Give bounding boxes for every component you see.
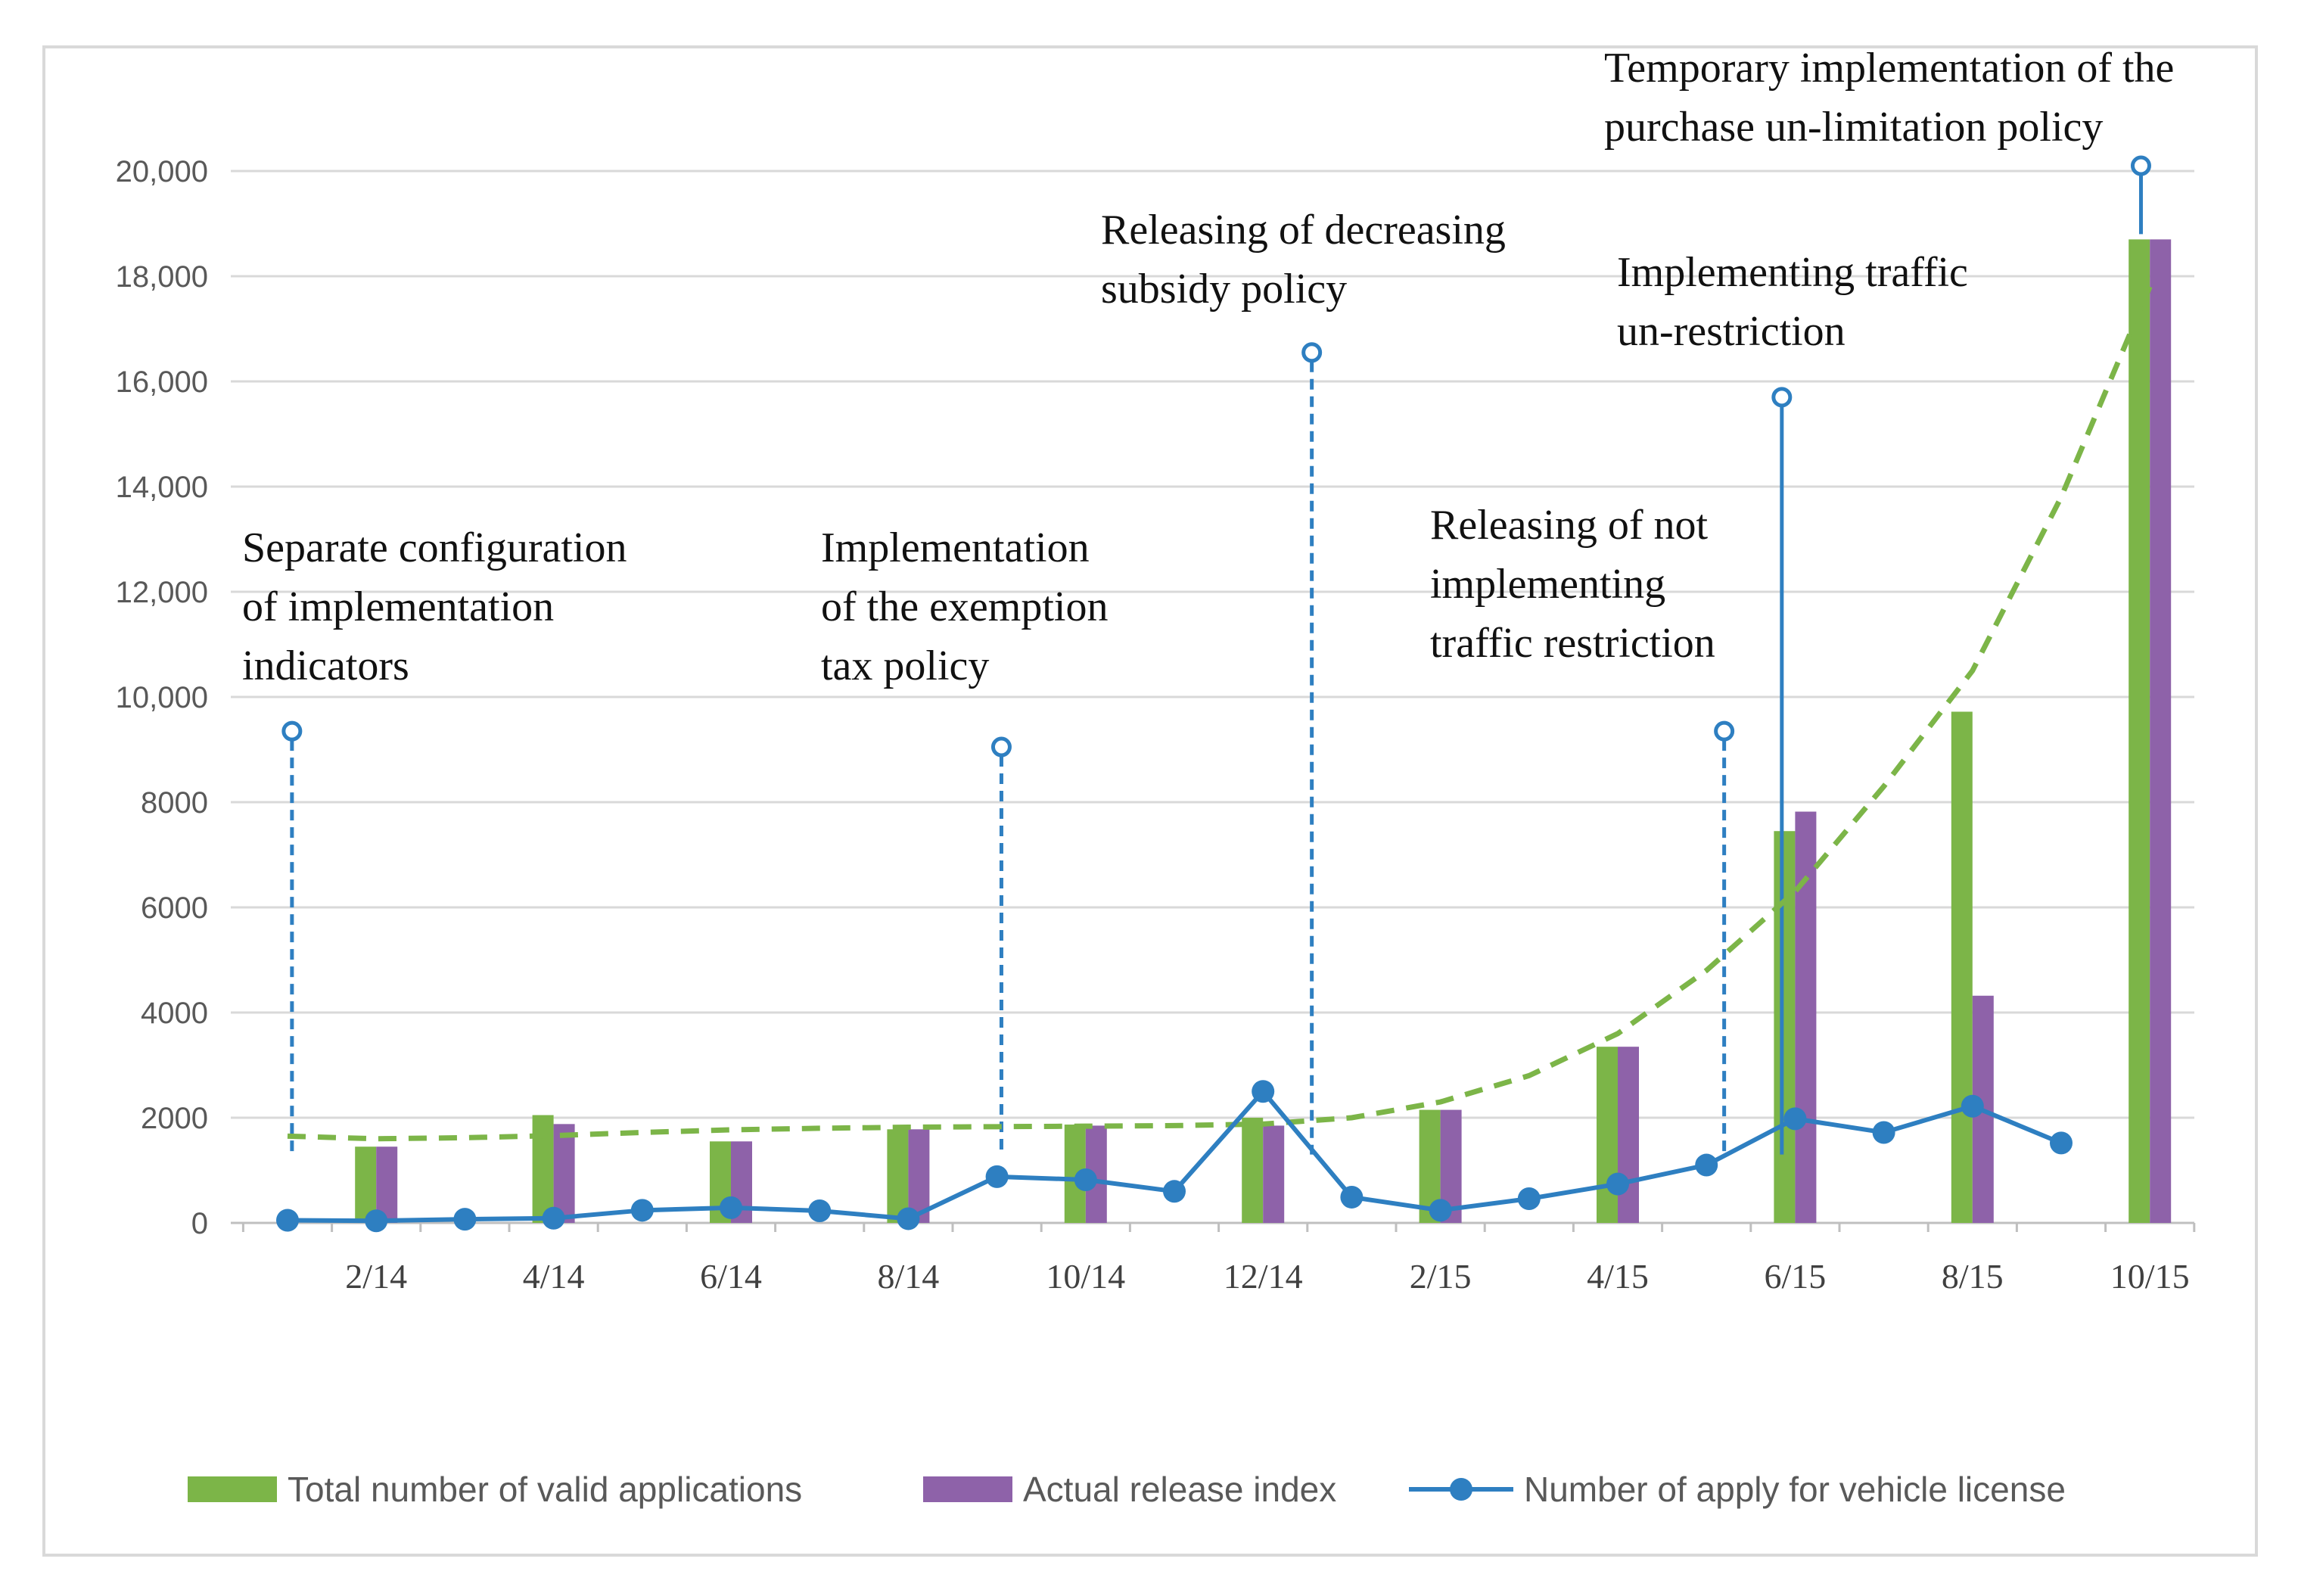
apply-point (630, 1199, 654, 1222)
apply-point (453, 1208, 477, 1231)
apply-point (808, 1199, 832, 1223)
x-tick-label: 4/14 (523, 1257, 585, 1296)
annotations: Separate configuration of implementation i… (242, 45, 2174, 689)
trend-line-path (287, 285, 2153, 1142)
x-tick-label: 10/15 (2110, 1257, 2190, 1296)
legend-swatch (188, 1476, 277, 1502)
x-tick-label: 6/14 (700, 1257, 762, 1296)
legend-swatch (923, 1476, 1012, 1502)
x-tick-label: 12/14 (1224, 1257, 1303, 1296)
trend-line (287, 285, 2153, 1142)
annotation-line: Temporary implementation of the (1604, 45, 2174, 92)
bar-release-index (553, 1124, 575, 1223)
annotation-line: Releasing of not (1430, 502, 1708, 549)
annotation-line: of the exemption (821, 583, 1108, 630)
apply-point (1252, 1080, 1275, 1103)
bar-valid-applications (1774, 831, 1796, 1223)
bars (355, 239, 2172, 1224)
apply-point (1340, 1185, 1364, 1209)
x-tick-label: 10/14 (1046, 1257, 1125, 1296)
apply-point (1783, 1107, 1807, 1131)
gridlines (231, 170, 2196, 1232)
bar-valid-applications (532, 1115, 554, 1223)
bar-valid-applications (2129, 239, 2150, 1224)
y-tick-label: 0 (191, 1207, 208, 1240)
bar-valid-applications (1597, 1047, 1618, 1223)
apply-point (2050, 1131, 2073, 1155)
apply-point (365, 1209, 388, 1233)
bar-release-index (908, 1129, 930, 1223)
y-tick-label: 20,000 (116, 155, 208, 188)
apply-point (985, 1165, 1009, 1188)
bar-valid-applications (1951, 711, 1973, 1223)
annotation-line: un-restriction (1617, 308, 1846, 355)
annotation-line: implementing (1430, 561, 1665, 608)
apply-point (1163, 1180, 1186, 1203)
event-marker (1771, 387, 1793, 408)
annotation-line: Implementing traffic (1617, 249, 1968, 296)
apply-point (1074, 1168, 1097, 1192)
y-tick-label: 12,000 (116, 576, 208, 609)
apply-point (1517, 1187, 1541, 1211)
y-axis-ticks: 0 2000 4000 6000 8000 10,000 12,000 14,000 16,00… (116, 155, 208, 1240)
event-marker (281, 720, 303, 742)
apply-point (1695, 1153, 1718, 1177)
annotation-line: indicators (242, 642, 409, 689)
annotation-line: Releasing of decreasing (1101, 207, 1506, 254)
bar-release-index (1618, 1047, 1639, 1223)
legend-label: Number of apply for vehicle license (1524, 1470, 2066, 1509)
event-marker (2130, 155, 2151, 176)
apply-point (1961, 1094, 1984, 1118)
legend: Total number of valid applications Actual… (188, 1470, 2066, 1509)
apply-line (276, 1080, 2073, 1233)
y-tick-label: 14,000 (116, 471, 208, 504)
annotation-line: purchase un-limitation policy (1604, 104, 2103, 151)
y-tick-label: 4000 (141, 997, 208, 1030)
bar-valid-applications (1242, 1118, 1264, 1223)
apply-point (1606, 1172, 1629, 1196)
apply-point (276, 1209, 299, 1232)
annotation-line: Implementation (821, 524, 1090, 571)
event-marker (1714, 720, 1735, 742)
bar-release-index (1263, 1125, 1285, 1223)
x-tick-label: 2/14 (345, 1257, 407, 1296)
apply-point (720, 1196, 742, 1219)
legend-label: Actual release index (1023, 1470, 1336, 1509)
bar-release-index (1795, 811, 1817, 1223)
legend-swatch-marker (1450, 1478, 1472, 1501)
event-markers (281, 155, 2151, 1155)
y-tick-label: 18,000 (116, 260, 208, 294)
y-tick-label: 10,000 (116, 681, 208, 714)
event-marker (1301, 342, 1323, 363)
legend-label: Total number of valid applications (288, 1470, 802, 1509)
apply-point (1872, 1121, 1895, 1144)
annotation-line: tax policy (821, 642, 989, 689)
y-tick-label: 6000 (141, 891, 208, 925)
x-tick-label: 2/15 (1410, 1257, 1472, 1296)
annotation-line: Separate configuration (242, 524, 627, 571)
apply-point (1429, 1199, 1452, 1222)
x-tick-label: 4/15 (1587, 1257, 1649, 1296)
y-tick-label: 2000 (141, 1102, 208, 1135)
y-tick-label: 8000 (141, 786, 208, 820)
x-axis-ticks: 2/14 4/14 6/14 8/14 10/14 12/14 2/15 4/15 6/15 8/… (345, 1257, 2189, 1296)
event-marker (990, 736, 1012, 758)
x-tick-label: 8/14 (878, 1257, 940, 1296)
apply-point (542, 1206, 565, 1230)
x-tick-label: 8/15 (1942, 1257, 2004, 1296)
annotation-line: of implementation (242, 583, 554, 630)
bar-release-index (2150, 239, 2172, 1224)
x-tick-label: 6/15 (1765, 1257, 1827, 1296)
y-tick-label: 16,000 (116, 366, 208, 399)
bar-valid-applications (887, 1129, 909, 1223)
annotation-line: traffic restriction (1430, 620, 1715, 667)
apply-point (897, 1207, 920, 1230)
annotation-line: subsidy policy (1101, 266, 1347, 313)
